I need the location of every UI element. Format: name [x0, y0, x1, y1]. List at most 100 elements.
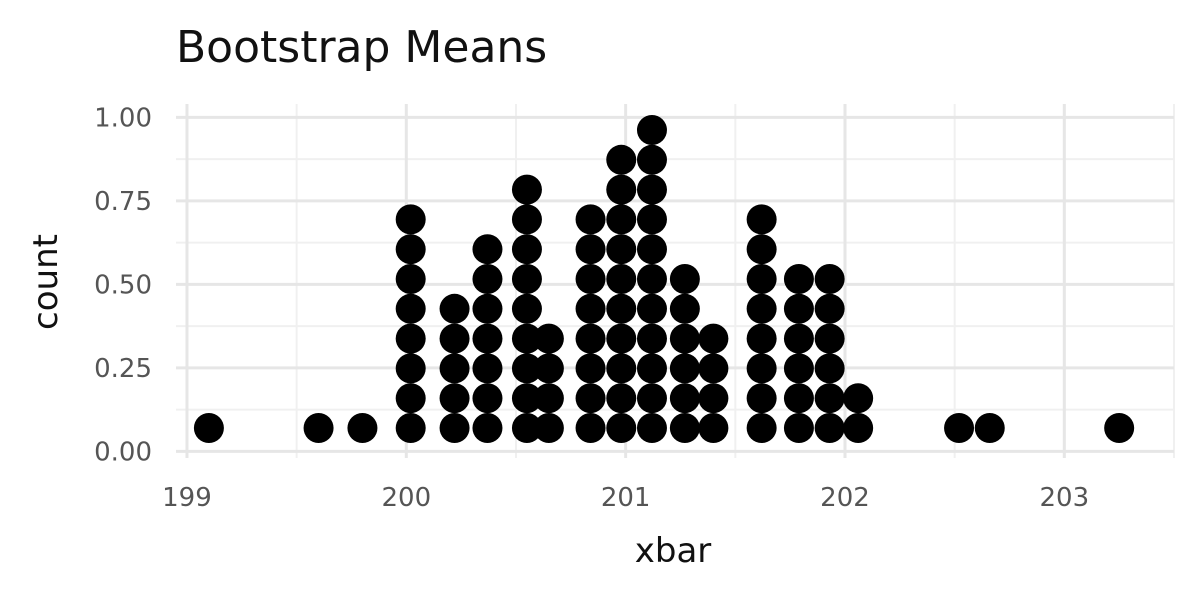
data-dot: [606, 413, 637, 443]
data-dot: [783, 413, 814, 443]
y-tick-label: 0.75: [94, 187, 152, 217]
data-dot: [395, 413, 426, 443]
data-dot: [472, 323, 503, 354]
data-dot: [814, 323, 845, 354]
data-dot: [606, 323, 637, 354]
data-dot: [669, 293, 700, 324]
data-dot: [575, 323, 606, 354]
data-dot: [575, 413, 606, 443]
data-dot: [636, 264, 667, 294]
data-dot: [746, 293, 777, 324]
data-dot: [606, 174, 637, 205]
data-dot: [814, 293, 845, 324]
y-axis-title: count: [26, 234, 66, 330]
data-dot: [814, 383, 845, 414]
data-dot: [439, 413, 470, 443]
data-dot: [814, 264, 845, 294]
data-dot: [439, 383, 470, 414]
data-dot: [395, 383, 426, 414]
data-dot: [843, 413, 874, 443]
data-dot: [347, 413, 378, 443]
data-dot: [783, 264, 814, 294]
data-dot: [746, 264, 777, 294]
x-tick-label: 201: [601, 483, 651, 513]
x-tick-label: 202: [820, 483, 870, 513]
data-dot: [193, 413, 224, 443]
data-dot: [395, 234, 426, 265]
y-tick-label: 0.25: [94, 354, 152, 384]
data-dot: [636, 353, 667, 384]
data-dot: [669, 413, 700, 443]
data-dot: [746, 353, 777, 384]
data-dot: [606, 204, 637, 235]
data-dot: [636, 293, 667, 324]
data-dot: [472, 413, 503, 443]
data-dot: [746, 383, 777, 414]
x-tick-label: 199: [162, 483, 212, 513]
data-dot: [843, 383, 874, 414]
data-dot: [439, 323, 470, 354]
data-dot: [606, 264, 637, 294]
data-dot: [606, 144, 637, 175]
data-dot: [746, 413, 777, 443]
data-dot: [511, 264, 542, 294]
x-tick-label: 203: [1040, 483, 1090, 513]
data-dot: [575, 353, 606, 384]
data-dot: [669, 264, 700, 294]
data-dot: [636, 144, 667, 175]
data-dot: [533, 383, 564, 414]
y-axis-ticks: 0.00 0.25 0.50 0.75 1.00: [94, 103, 152, 467]
data-dot: [1104, 413, 1135, 443]
data-dot: [575, 204, 606, 235]
data-dot: [511, 174, 542, 205]
data-dot: [395, 293, 426, 324]
data-dot: [472, 353, 503, 384]
data-dot: [395, 204, 426, 235]
data-dot: [636, 174, 667, 205]
data-dot: [472, 234, 503, 265]
data-dot: [783, 383, 814, 414]
chart-title: Bootstrap Means: [176, 22, 547, 73]
data-dot: [669, 323, 700, 354]
data-dot: [395, 353, 426, 384]
data-dot: [698, 413, 729, 443]
data-dot: [472, 264, 503, 294]
data-dot: [303, 413, 334, 443]
data-dot: [472, 293, 503, 324]
data-dot: [698, 323, 729, 354]
x-axis-ticks: 199 200 201 202 203: [162, 483, 1089, 513]
data-dot: [606, 234, 637, 265]
y-tick-label: 0.50: [94, 270, 152, 300]
data-dot: [783, 353, 814, 384]
data-dot: [814, 413, 845, 443]
data-dot: [511, 383, 542, 414]
data-dot: [472, 383, 503, 414]
grid: [176, 104, 1175, 458]
data-dot: [746, 234, 777, 265]
dots: [193, 115, 1135, 443]
data-dot: [511, 323, 542, 354]
data-dot: [746, 323, 777, 354]
data-dot: [511, 353, 542, 384]
data-dot: [575, 383, 606, 414]
data-dot: [395, 264, 426, 294]
data-dot: [606, 353, 637, 384]
data-dot: [511, 293, 542, 324]
data-dot: [814, 353, 845, 384]
data-dot: [636, 204, 667, 235]
data-dot: [636, 323, 667, 354]
data-dot: [511, 413, 542, 443]
x-tick-label: 200: [381, 483, 431, 513]
data-dot: [533, 413, 564, 443]
data-dot: [669, 353, 700, 384]
data-dot: [511, 204, 542, 235]
data-dot: [575, 234, 606, 265]
data-dot: [575, 264, 606, 294]
data-dot: [698, 383, 729, 414]
data-dot: [395, 323, 426, 354]
data-dot: [636, 383, 667, 414]
data-dot: [511, 234, 542, 265]
data-dot: [606, 293, 637, 324]
data-dot: [698, 353, 729, 384]
data-dot: [636, 413, 667, 443]
